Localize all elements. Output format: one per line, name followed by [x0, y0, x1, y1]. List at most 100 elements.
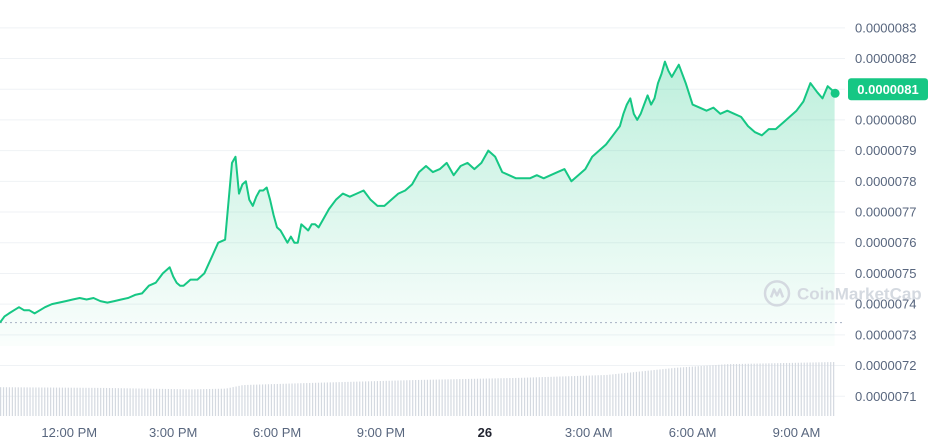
volume-bar-65: [191, 389, 193, 416]
volume-bar-86: [253, 384, 255, 416]
volume-bar-122: [359, 381, 361, 416]
volume-bar-222: [653, 370, 655, 416]
volume-bar-176: [518, 377, 520, 416]
volume-bar-223: [656, 369, 658, 416]
volume-bar-104: [306, 383, 308, 416]
volume-bar-253: [744, 363, 746, 416]
volume-bar-220: [647, 370, 649, 416]
volume-bar-172: [506, 378, 508, 416]
volume-bar-236: [694, 366, 696, 416]
volume-bar-25: [73, 387, 75, 416]
volume-bar-10: [29, 387, 31, 416]
volume-bar-67: [197, 389, 199, 416]
volume-bar-97: [285, 383, 287, 416]
volume-bar-226: [665, 368, 667, 416]
volume-bar-105: [309, 382, 311, 416]
volume-bar-206: [606, 374, 608, 416]
volume-bar-158: [465, 378, 467, 416]
volume-bar-99: [291, 383, 293, 416]
volume-bar-148: [435, 379, 437, 416]
price-series-line: [0, 60, 836, 324]
volume-bar-49: [144, 388, 146, 416]
volume-bar-132: [388, 380, 390, 416]
price-area-fill: [0, 61, 835, 346]
volume-bar-58: [170, 389, 172, 416]
volume-bar-143: [420, 379, 423, 416]
current-price-badge: 0.0000081: [848, 78, 928, 101]
volume-bar-14: [41, 387, 43, 416]
volume-bar-262: [771, 363, 773, 416]
volume-bar-147: [432, 379, 434, 416]
volume-bar-163: [479, 378, 482, 416]
volume-bar-8: [23, 387, 25, 416]
volume-bar-17: [50, 387, 52, 416]
volume-bar-266: [783, 363, 785, 416]
volume-bar-238: [700, 366, 702, 416]
current-price-badge-bg: [848, 78, 928, 101]
volume-bar-18: [52, 387, 55, 416]
volume-bar-146: [429, 379, 431, 416]
y-tick-label-12: 0.0000071: [855, 389, 916, 404]
volume-bar-255: [750, 363, 752, 416]
volume-bar-62: [182, 389, 184, 416]
volume-bar-272: [800, 362, 802, 416]
volume-bar-69: [203, 389, 205, 416]
volume-bar-118: [347, 381, 349, 416]
volume-bar-34: [100, 387, 102, 416]
x-tick-label-2: 6:00 PM: [253, 425, 301, 440]
volume-bar-162: [476, 378, 479, 416]
volume-bar-211: [621, 373, 623, 416]
price-area: [0, 61, 835, 346]
volume-bar-264: [777, 363, 779, 416]
volume-bar-82: [241, 385, 243, 416]
volume-bar-215: [632, 372, 635, 416]
volume-bar-183: [538, 377, 540, 416]
volume-bar-193: [568, 376, 570, 416]
volume-bar-196: [576, 375, 579, 416]
volume-bar-216: [635, 371, 638, 416]
x-tick-label-7: 9:00 AM: [773, 425, 821, 440]
volume-bar-64: [188, 389, 190, 416]
volume-bar-199: [585, 375, 587, 416]
volume-bar-203: [597, 375, 599, 416]
volume-bar-270: [794, 362, 796, 416]
volume-bar-20: [58, 387, 61, 416]
volume-bar-142: [417, 379, 420, 416]
volume-bar-237: [697, 366, 699, 416]
volume-bar-141: [415, 380, 417, 416]
volume-bar-227: [668, 368, 670, 416]
volume-bar-280: [824, 362, 826, 416]
volume-bar-273: [803, 362, 805, 416]
volume-bar-275: [809, 362, 811, 416]
volume-bar-204: [600, 375, 602, 416]
volume-bar-144: [423, 379, 426, 416]
volume-bar-39: [114, 388, 117, 416]
volume-bar-174: [512, 377, 514, 416]
volume-bar-161: [473, 378, 476, 416]
volume-bar-228: [671, 368, 673, 416]
volume-bar-246: [724, 364, 726, 416]
volume-bar-80: [235, 386, 237, 416]
volume-bar-159: [468, 378, 470, 416]
volume-bar-157: [462, 379, 464, 416]
y-tick-label-3: 0.0000080: [855, 112, 916, 127]
volume-bar-60: [176, 389, 178, 416]
volume-bar-1: [2, 387, 5, 416]
volume-bar-179: [526, 377, 529, 416]
volume-bar-16: [47, 387, 49, 416]
volume-bar-43: [126, 388, 128, 416]
volume-bar-261: [768, 363, 770, 416]
volume-bar-156: [459, 379, 461, 416]
volume-bar-51: [150, 388, 152, 416]
volume-bar-212: [624, 373, 626, 416]
volume-bar-22: [64, 387, 66, 416]
volume-bar-224: [659, 369, 661, 416]
volume-bar-15: [44, 387, 46, 416]
volume-bar-12: [35, 387, 37, 416]
volume-bar-46: [135, 388, 137, 416]
volume-bar-190: [559, 376, 561, 416]
volume-bar-115: [338, 382, 340, 416]
volume-bar-160: [470, 378, 473, 416]
volume-bar-88: [259, 384, 261, 416]
